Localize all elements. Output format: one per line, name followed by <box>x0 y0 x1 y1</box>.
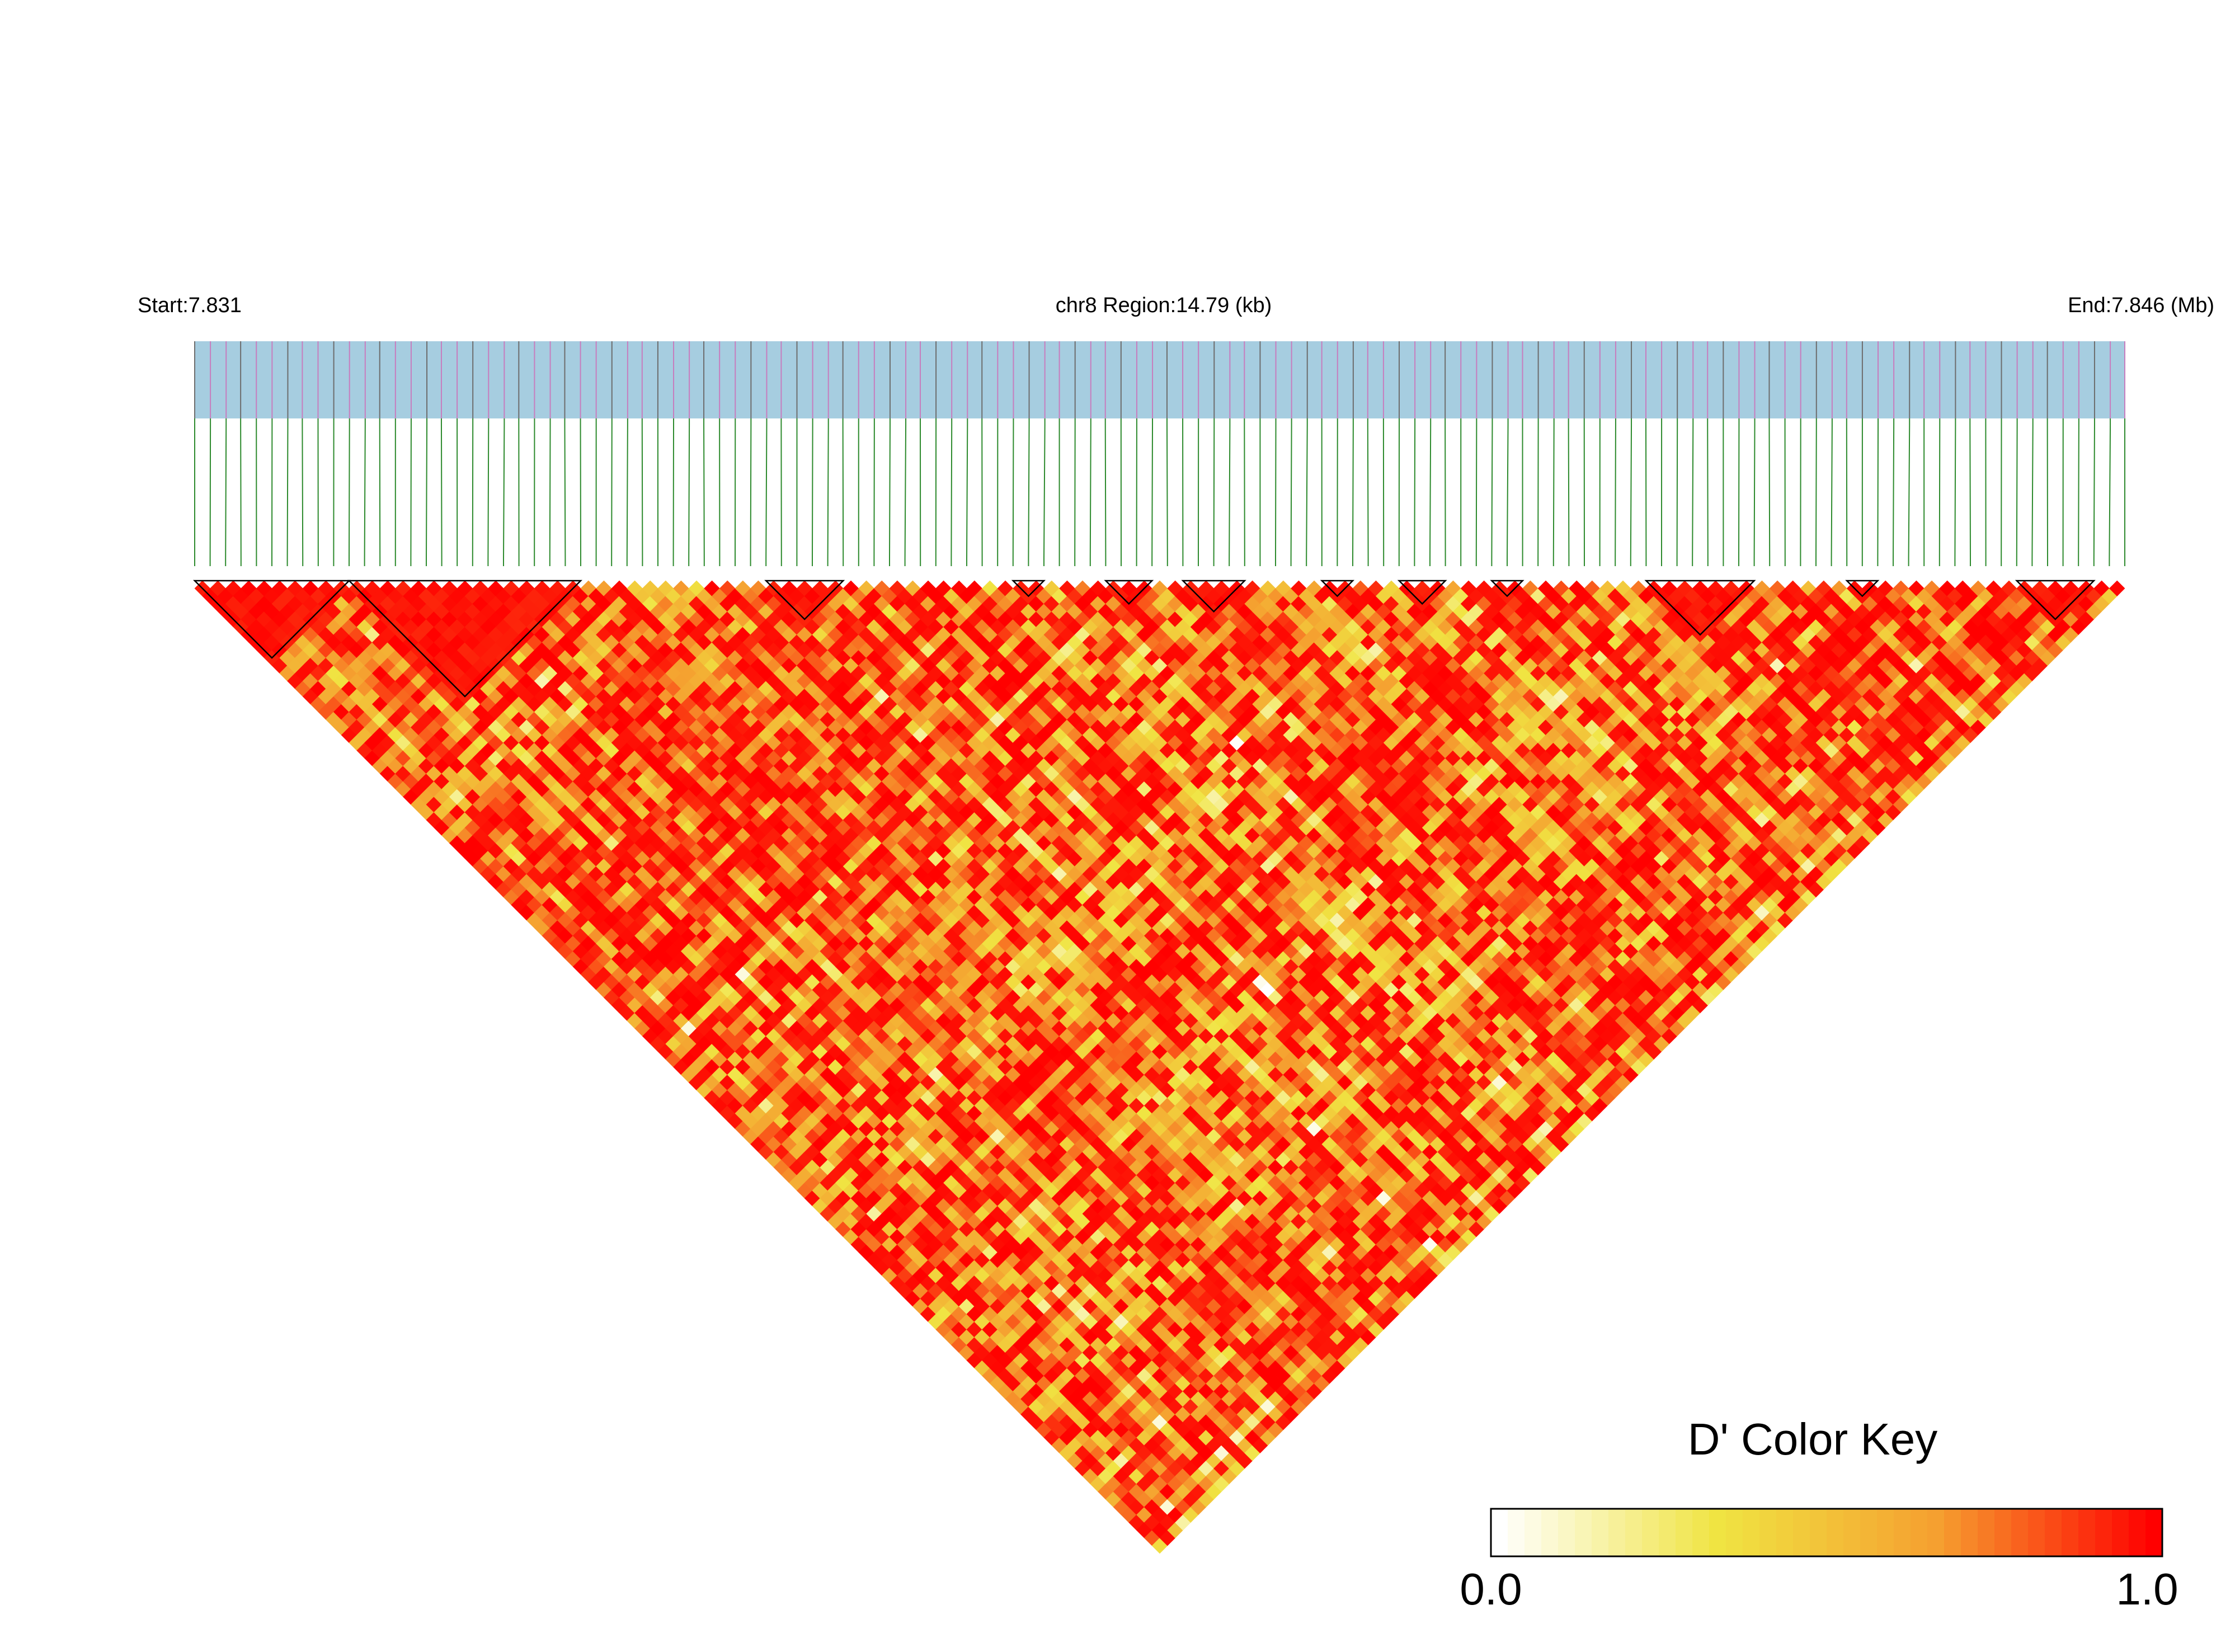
snp-connector <box>812 418 813 566</box>
snp-connector <box>1491 418 1493 566</box>
snp-connector <box>626 418 628 566</box>
snp-connector <box>641 418 643 566</box>
region-size-label: chr8 Region:14.79 (kb) <box>1056 294 1272 317</box>
snp-connector <box>349 418 350 566</box>
snp-connector <box>564 418 566 566</box>
snp-connector <box>1676 418 1678 566</box>
snp-connector <box>1043 418 1046 566</box>
snp-connector <box>1166 418 1168 566</box>
snp-connector <box>842 418 844 566</box>
region-end-label: End:7.846 (Mb) <box>2068 294 2214 317</box>
snp-connector <box>611 418 613 566</box>
ld-matrix <box>194 580 2125 1554</box>
snp-connector <box>225 418 227 566</box>
snp-connector <box>1429 418 1432 566</box>
snp-connector <box>426 418 428 566</box>
snp-connector <box>1012 418 1014 566</box>
snp-connector <box>302 418 304 566</box>
snp-connector <box>1089 418 1091 566</box>
snp-connector <box>1475 418 1478 566</box>
snp-connector <box>1615 418 1616 566</box>
snp-connector <box>1306 418 1308 566</box>
snp-connector <box>951 418 953 566</box>
snp-connector <box>1213 418 1215 566</box>
snp-connector <box>1753 418 1756 566</box>
snp-connector <box>2078 418 2079 566</box>
snp-connector <box>2093 418 2095 566</box>
snp-connector <box>1229 418 1231 566</box>
snp-connector <box>1908 418 1911 566</box>
snp-connector <box>1290 418 1292 566</box>
snp-connector <box>1028 418 1030 566</box>
gene-position-bar <box>195 341 2125 418</box>
snp-connector <box>1815 418 1817 566</box>
region-start-label: Start:7.831 <box>138 294 242 317</box>
snp-connector <box>1104 418 1107 566</box>
snp-connector <box>1707 418 1709 566</box>
snp-connector-group <box>194 418 2125 566</box>
snp-connector <box>1692 418 1694 566</box>
snp-connector <box>827 418 829 566</box>
snp-connector <box>1507 418 1509 566</box>
snp-connector <box>1893 418 1895 566</box>
snp-connector <box>904 418 907 566</box>
snp-connector <box>209 418 211 566</box>
snp-connector <box>2109 418 2111 566</box>
snp-connector <box>1414 418 1416 566</box>
snp-connector <box>1768 418 1771 566</box>
snp-connector <box>440 418 443 566</box>
snp-marker-group <box>194 341 2125 418</box>
